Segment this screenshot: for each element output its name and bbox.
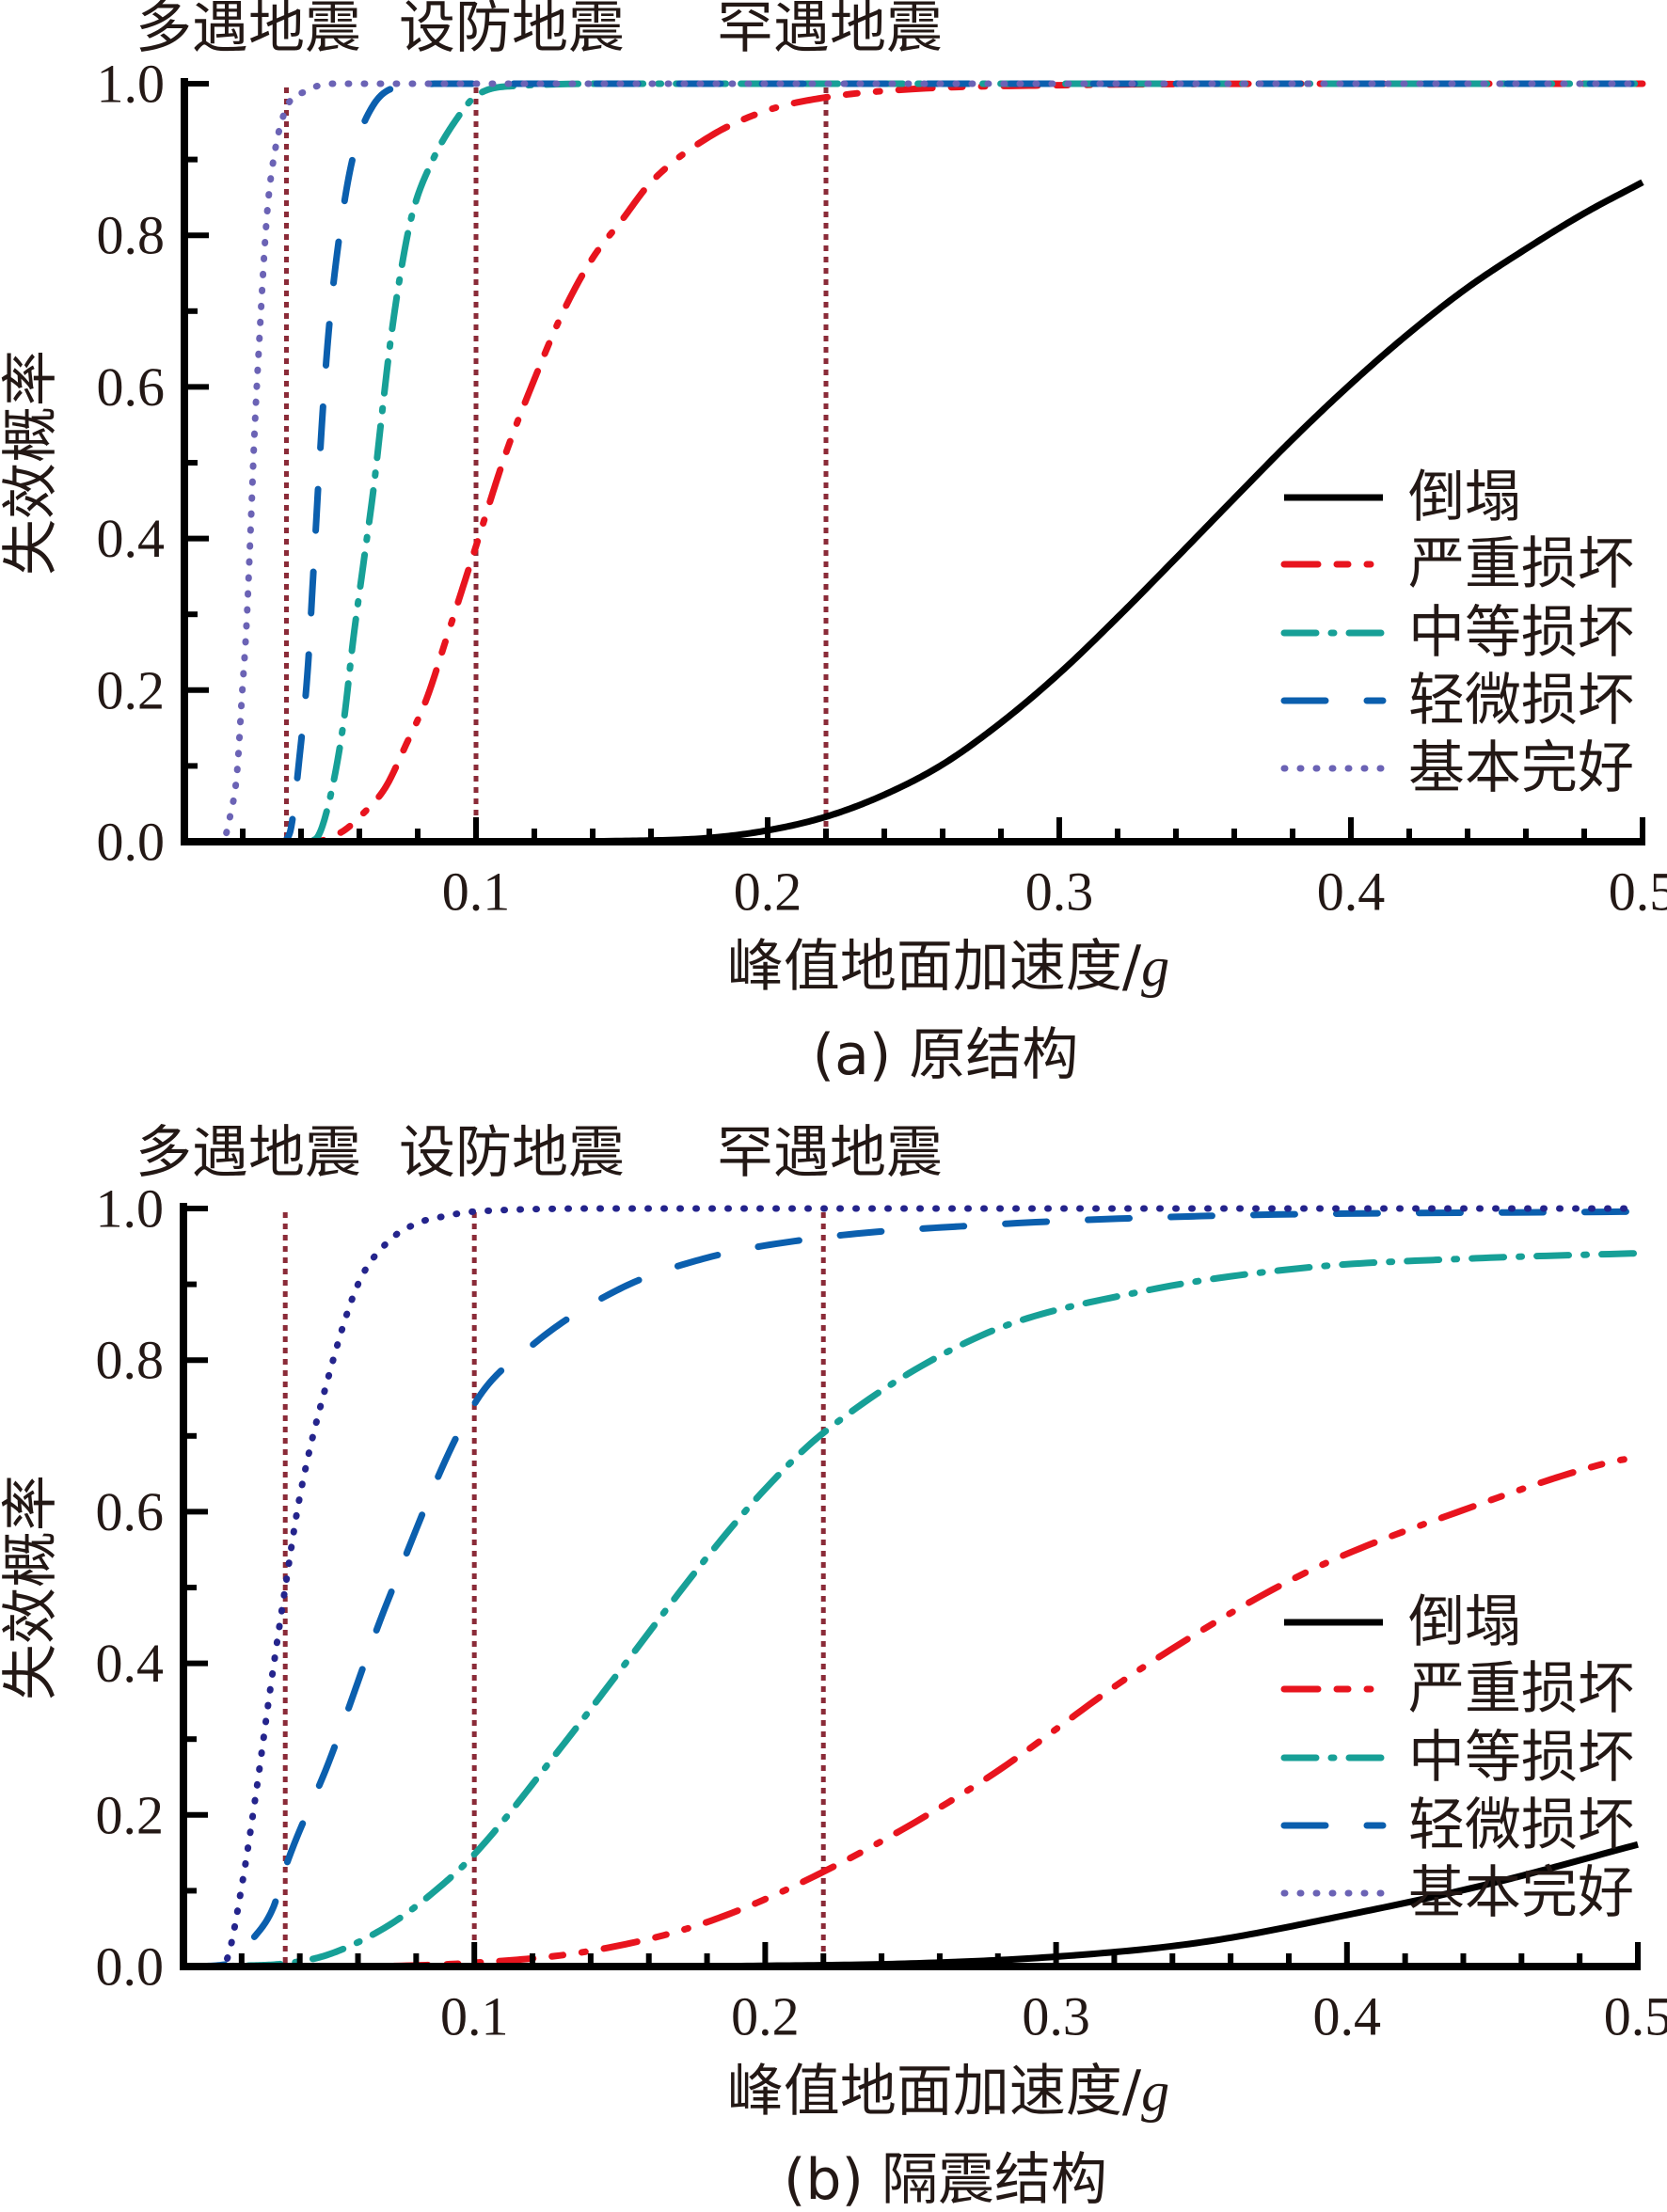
legend-label: 倒塌 — [1408, 465, 1521, 530]
y-axis-label: 失效概率 — [0, 1475, 64, 1700]
series-line-1 — [184, 179, 1644, 845]
x-axis-label-text: 峰值地面加速度/ — [727, 934, 1142, 1000]
legend-label: 基本完好 — [1408, 735, 1634, 801]
series-line-5 — [181, 80, 1646, 845]
axes: 0.0 0.2 0.4 0.6 0.8 1.0 0.1 0.2 0.3 0.4 0.5 — [97, 54, 1667, 923]
legend-label: 轻微损坏 — [1408, 1793, 1634, 1858]
legend-item: 轻微损坏 — [1280, 668, 1634, 734]
series-line-5 — [180, 1205, 1642, 1970]
series-line-2 — [181, 80, 1646, 845]
panel-caption: (b) 隔震结构 — [784, 2147, 1107, 2212]
legend-item: 轻微损坏 — [1280, 1793, 1634, 1858]
y-tick-label: 0.8 — [96, 1330, 165, 1391]
legend-item: 中等损坏 — [1280, 1725, 1634, 1791]
x-axis-unit: g — [1141, 2061, 1169, 2123]
y-tick-label: 0.0 — [96, 1936, 165, 1998]
y-tick-label: 1.0 — [97, 54, 166, 115]
x-tick-label: 0.2 — [734, 861, 802, 923]
legend-item: 严重损坏 — [1280, 1656, 1634, 1722]
x-tick-label: 0.4 — [1317, 861, 1386, 923]
x-axis-unit: g — [1141, 936, 1169, 998]
legend-label: 倒塌 — [1408, 1589, 1521, 1655]
y-tick-label: 0.6 — [96, 1481, 165, 1542]
y-tick-label: 0.2 — [97, 659, 166, 720]
legend-label: 基本完好 — [1408, 1860, 1634, 1926]
legend-label: 严重损坏 — [1408, 531, 1634, 597]
y-tick-label: 0.2 — [96, 1784, 165, 1845]
x-tick-label: 0.1 — [440, 1986, 509, 2047]
legend-item: 中等损坏 — [1280, 600, 1634, 666]
x-tick-label: 0.2 — [731, 1986, 800, 2047]
legend-label: 轻微损坏 — [1408, 668, 1634, 734]
legend-item: 基本完好 — [1280, 735, 1634, 801]
reference-lines: 多遇地震 设防地震 罕遇地震 — [135, 0, 943, 842]
x-tick-label: 0.1 — [442, 861, 511, 923]
y-tick-label: 0.4 — [97, 508, 166, 569]
legend-item: 倒塌 — [1284, 465, 1521, 530]
reference-line-label: 多遇地震 — [135, 1120, 361, 1186]
legend-label: 中等损坏 — [1408, 600, 1634, 666]
series-line-3 — [181, 80, 1646, 845]
x-axis-label: 峰值地面加速度/g — [727, 934, 1169, 1000]
y-tick-label: 0.6 — [97, 356, 166, 418]
x-axis-label-text: 峰值地面加速度/ — [727, 2059, 1142, 2125]
x-tick-label: 0.3 — [1025, 861, 1094, 923]
y-tick-label: 1.0 — [96, 1178, 165, 1240]
series-line-4 — [181, 80, 1646, 845]
reference-line-label: 设防地震 — [399, 1120, 625, 1186]
x-tick-label: 0.5 — [1604, 1986, 1667, 2047]
x-tick-label: 0.5 — [1609, 861, 1667, 923]
legend-item: 倒塌 — [1284, 1589, 1521, 1655]
x-axis-label: 峰值地面加速度/g — [727, 2059, 1169, 2125]
y-tick-label: 0.8 — [97, 205, 166, 266]
legend-item: 基本完好 — [1280, 1860, 1634, 1926]
y-tick-label: 0.4 — [96, 1633, 165, 1694]
legend-label: 严重损坏 — [1408, 1656, 1634, 1722]
reference-line-label: 多遇地震 — [135, 0, 361, 61]
x-tick-label: 0.4 — [1313, 1986, 1382, 2047]
panel-caption: (a) 原结构 — [813, 1022, 1079, 1088]
y-axis-label: 失效概率 — [0, 350, 64, 576]
series-group — [181, 80, 1646, 845]
axes: 0.0 0.2 0.4 0.6 0.8 1.0 0.1 0.2 0.3 0.4 0.5 — [96, 1178, 1667, 2047]
reference-line-label: 罕遇地震 — [717, 1120, 943, 1186]
legend-item: 严重损坏 — [1280, 531, 1634, 597]
legend-label: 中等损坏 — [1408, 1725, 1634, 1791]
x-tick-label: 0.3 — [1022, 1986, 1090, 2047]
reference-line-label: 设防地震 — [399, 0, 625, 61]
reference-lines: 多遇地震 设防地震 罕遇地震 — [135, 1120, 943, 1967]
y-tick-label: 0.0 — [97, 812, 166, 873]
series-line-3 — [180, 1250, 1642, 1970]
reference-line-label: 罕遇地震 — [717, 0, 943, 61]
